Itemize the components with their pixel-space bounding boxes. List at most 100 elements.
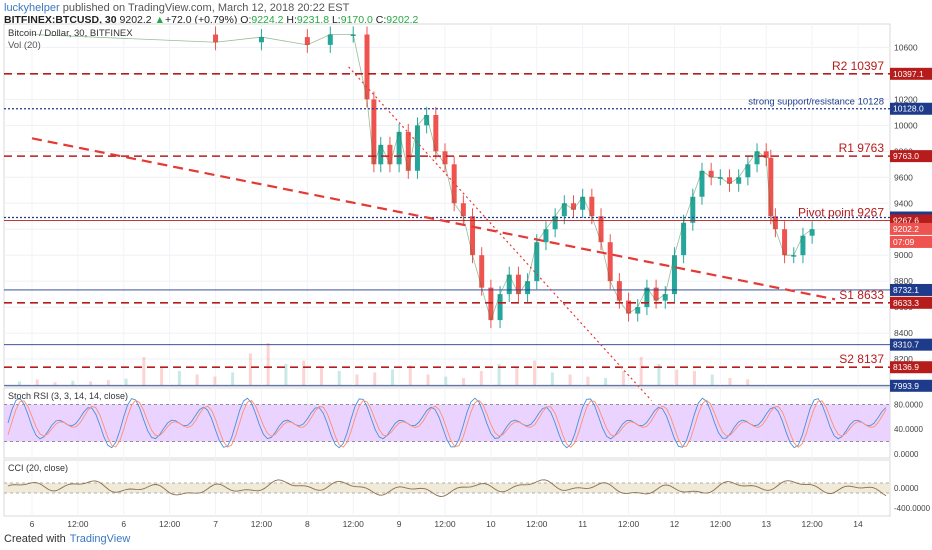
candle-body — [754, 151, 760, 165]
y-tick-label: 8800 — [894, 276, 913, 286]
candle-body — [671, 255, 677, 295]
volume-bar — [533, 360, 537, 385]
footer: Created with TradingView — [4, 533, 130, 545]
candle-body — [442, 151, 448, 165]
volume-bar — [248, 353, 252, 385]
candle-body — [791, 255, 797, 257]
tradingview-logo: TradingView — [69, 533, 131, 545]
candle-body — [580, 196, 586, 210]
price-tag — [890, 67, 932, 80]
level-label: Pivot point 9267 — [798, 205, 884, 219]
cci-tick: 0.0000 — [894, 484, 919, 493]
y-tick-label: 9600 — [894, 172, 913, 182]
volume-bar — [692, 371, 696, 385]
cci-line — [7, 479, 887, 497]
candle-body — [387, 144, 393, 165]
candle-body — [460, 203, 466, 217]
publish-text: published on TradingView.com, March 12, … — [62, 2, 350, 14]
candle-body — [405, 131, 411, 171]
candle-body — [727, 177, 733, 184]
candle-body — [690, 196, 696, 223]
stoch-rsi-band — [4, 404, 890, 442]
price-tag — [890, 102, 932, 115]
close-label: C: — [375, 14, 387, 26]
volume-bar — [568, 374, 572, 385]
volume-bar — [728, 378, 732, 385]
trend-line — [31, 137, 836, 301]
volume-bar — [231, 372, 235, 385]
candle-body — [589, 196, 595, 217]
stoch-rsi-tick: 40.0000 — [894, 425, 923, 434]
candle-body — [800, 235, 806, 256]
volume-bar — [515, 367, 519, 385]
candle-body — [616, 281, 622, 301]
open-value: 9224.2 — [251, 14, 284, 26]
price-line — [31, 34, 813, 322]
candle-body — [635, 307, 641, 314]
candle-body — [717, 177, 723, 179]
candle-body — [543, 229, 549, 243]
volume-bar — [177, 371, 181, 385]
trend-line — [348, 66, 652, 401]
current-price-tag — [890, 222, 932, 235]
symbol-line: BITFINEX:BTCUSD, 30 9202.2 ▲+72.0 (+0.79… — [4, 14, 418, 26]
volume-bar — [373, 372, 377, 385]
candle-body — [470, 216, 476, 256]
volume-bar — [408, 365, 412, 385]
publish-info: luckyhelper published on TradingView.com… — [4, 2, 349, 14]
price-tag-label: 8732.1 — [893, 285, 919, 295]
x-tick-label: 9 — [397, 519, 402, 529]
candle-body — [708, 170, 714, 178]
x-tick-label: 12:00 — [618, 519, 640, 529]
candle-body — [662, 294, 668, 301]
price-tag — [890, 361, 932, 374]
current-price-label: 9202.2 — [893, 224, 919, 234]
volume-bar — [195, 374, 199, 385]
volume-bar — [53, 382, 57, 385]
up-arrow-icon: ▲ — [154, 14, 165, 26]
candle-body — [258, 37, 264, 43]
candle-body — [304, 37, 310, 45]
volume-bar — [462, 378, 466, 385]
stoch-rsi-k-line — [7, 397, 887, 449]
author-link[interactable]: luckyhelper — [4, 2, 60, 14]
volume-bar — [18, 381, 21, 385]
price-tag-label: 10128.0 — [893, 104, 924, 114]
high-value: 9231.8 — [296, 14, 330, 26]
y-tick-label: 9400 — [894, 198, 913, 208]
countdown-tag — [890, 235, 932, 248]
candle-body — [213, 34, 219, 43]
volume-bar — [35, 379, 39, 385]
candle-body — [433, 114, 439, 152]
volume-bar — [337, 371, 341, 385]
volume-bar — [444, 376, 448, 385]
x-tick-label: 12:00 — [67, 519, 89, 529]
countdown-label: 07:09 — [893, 237, 915, 247]
x-tick-label: 10 — [486, 519, 496, 529]
stoch-rsi-title: Stoch RSI (3, 3, 14, 14, close) — [8, 391, 128, 401]
x-tick-label: 12 — [670, 519, 680, 529]
x-tick-label: 11 — [578, 519, 587, 529]
volume-bar — [213, 376, 217, 385]
high-label: H: — [286, 14, 297, 26]
level-label: R2 10397 — [832, 59, 884, 73]
stoch-rsi-d-line — [7, 399, 887, 448]
price-tag — [890, 338, 932, 351]
symbol-name: BITFINEX:BTCUSD, 30 — [4, 14, 117, 26]
cci-tick: -400.0000 — [894, 504, 931, 513]
price-tag — [890, 379, 932, 392]
level-label: S2 8137 — [839, 352, 884, 366]
candle-body — [809, 229, 815, 236]
volume-bar — [497, 364, 501, 385]
candle-body — [561, 203, 567, 217]
volume-bar — [106, 380, 110, 385]
price-change: +72.0 (+0.79%) — [164, 14, 238, 26]
stoch-rsi-tick: 0.0000 — [894, 450, 919, 459]
candle-body — [371, 99, 377, 165]
close-value: 9202.2 — [386, 14, 419, 26]
candle-body — [479, 255, 485, 288]
price-tag-label: 9267.6 — [893, 215, 919, 225]
x-tick-label: 12:00 — [159, 519, 181, 529]
price-tag-label: 8310.7 — [893, 340, 919, 350]
